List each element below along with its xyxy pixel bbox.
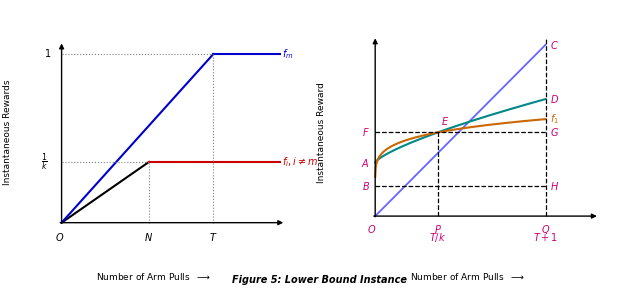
Text: $T+1$: $T+1$ — [533, 231, 558, 243]
Text: Instantaneous Reward: Instantaneous Reward — [317, 82, 326, 183]
Text: $\frac{1}{k}$: $\frac{1}{k}$ — [41, 151, 48, 173]
Text: Number of Arm Pulls  $\longrightarrow$: Number of Arm Pulls $\longrightarrow$ — [96, 271, 211, 283]
Text: 1: 1 — [45, 49, 51, 59]
Text: $C$: $C$ — [550, 39, 559, 51]
Text: Number of Arm Pulls  $\longrightarrow$: Number of Arm Pulls $\longrightarrow$ — [410, 271, 524, 283]
Text: $D$: $D$ — [550, 93, 559, 105]
Text: $T$: $T$ — [209, 231, 218, 243]
Text: $B$: $B$ — [362, 180, 370, 192]
Text: $G$: $G$ — [550, 126, 559, 139]
Text: $H$: $H$ — [550, 180, 559, 192]
Text: $f_i, i \neq m$: $f_i, i \neq m$ — [282, 155, 318, 169]
Text: Instantaneous Rewards: Instantaneous Rewards — [3, 80, 12, 185]
Text: $O$: $O$ — [55, 231, 64, 243]
Text: $F$: $F$ — [362, 126, 370, 139]
Text: Figure 5: Lower Bound Instance: Figure 5: Lower Bound Instance — [232, 275, 408, 285]
Text: $A$: $A$ — [362, 157, 370, 168]
Text: $f_m$: $f_m$ — [282, 47, 294, 61]
Text: $P$: $P$ — [434, 223, 442, 235]
Text: $Q$: $Q$ — [541, 223, 550, 236]
Text: $E$: $E$ — [441, 115, 449, 128]
Text: $N$: $N$ — [145, 231, 154, 243]
Text: $f_1$: $f_1$ — [550, 112, 559, 126]
Text: $O$: $O$ — [367, 223, 377, 235]
Text: $T/k$: $T/k$ — [429, 231, 446, 244]
